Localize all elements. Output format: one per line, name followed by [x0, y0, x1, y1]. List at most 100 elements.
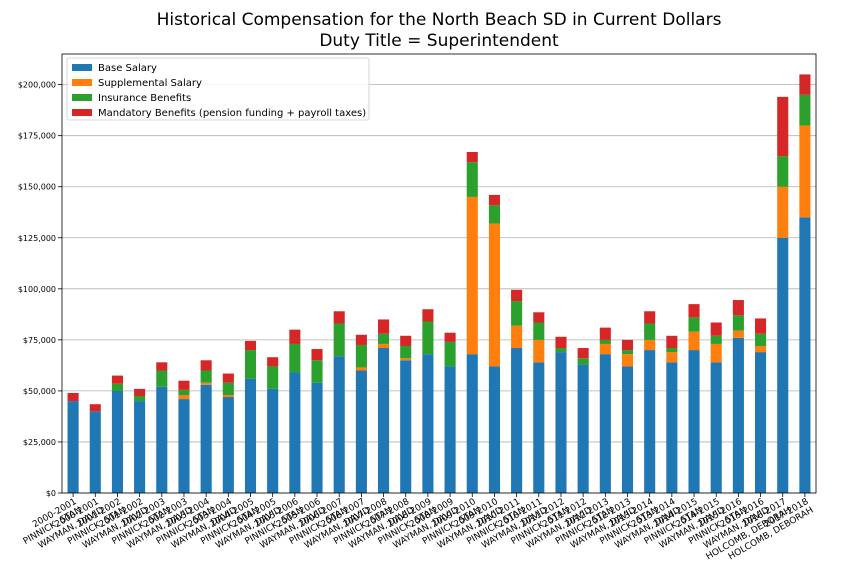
bar-segment — [533, 312, 545, 323]
bar-segment — [378, 333, 390, 344]
bar-segment — [688, 317, 700, 332]
bar-segment — [422, 354, 434, 493]
bar-segment — [178, 380, 190, 390]
y-tick-label: $75,000 — [23, 336, 56, 345]
bar-segment — [777, 186, 789, 238]
bar-segment — [688, 331, 700, 351]
bar-segment — [533, 339, 545, 363]
bar-segment — [466, 354, 478, 493]
bar-segment — [666, 335, 678, 349]
bar-segment — [511, 301, 523, 326]
bar-segment — [755, 333, 767, 346]
bar-segment — [599, 354, 611, 493]
legend-label: Supplemental Salary — [98, 78, 202, 89]
bar-segment — [178, 399, 190, 493]
bar-segment — [710, 322, 722, 336]
bar-segment — [444, 366, 456, 493]
bar-segment — [533, 362, 545, 493]
legend-label: Base Salary — [98, 63, 157, 74]
bar-segment — [111, 390, 123, 493]
bar-segment — [599, 339, 611, 344]
plot-frame — [61, 53, 817, 494]
bar-segment — [400, 358, 412, 361]
bar-segment — [488, 366, 500, 493]
bar-segment — [378, 348, 390, 493]
bar-segment — [244, 378, 257, 493]
bar-segment — [222, 373, 234, 383]
bar-segment — [488, 205, 500, 224]
bar-segment — [400, 345, 412, 359]
bar-segment — [244, 350, 257, 379]
bar-segment — [422, 321, 434, 355]
bar-segment — [355, 334, 367, 345]
bar-segment — [599, 343, 611, 355]
bar-segment — [621, 339, 634, 351]
bar-segment — [577, 364, 589, 493]
bar-segment — [156, 386, 168, 493]
bar-segment — [732, 337, 744, 493]
bar-segment — [710, 335, 722, 344]
bar-segment — [311, 349, 323, 361]
bar-segment — [621, 366, 634, 493]
bar-segment — [777, 237, 789, 493]
legend-swatch — [72, 79, 92, 86]
bar-segment — [222, 397, 234, 493]
bar-segment — [488, 194, 500, 206]
bar-segment — [555, 336, 567, 349]
legend-swatch — [72, 94, 92, 101]
bar-segment — [732, 315, 744, 331]
bar-segment — [333, 356, 345, 493]
bar-segment — [511, 289, 523, 302]
bar-segment — [134, 396, 146, 402]
bar-segment — [89, 404, 101, 412]
bar-segment — [156, 370, 168, 387]
bar-segment — [111, 375, 123, 384]
bar-segment — [599, 327, 611, 340]
y-tick-label: $125,000 — [18, 234, 56, 243]
bar-segment — [710, 343, 722, 363]
bar-segment — [134, 401, 146, 493]
bar-segment — [267, 366, 279, 389]
legend: Base Salary Supplemental Salary Insurance … — [66, 57, 370, 121]
bar-segment — [799, 217, 811, 494]
bar-segment — [289, 329, 301, 344]
bar-segment — [200, 382, 212, 385]
bar-segment — [444, 341, 456, 367]
bar-segment — [378, 319, 390, 334]
y-tick-label: $25,000 — [23, 438, 56, 447]
bar-segment — [799, 94, 811, 126]
bar-segment — [466, 162, 478, 197]
bar-segment — [222, 394, 234, 398]
bar-segment — [577, 358, 589, 365]
bar-segment — [311, 382, 323, 493]
y-tick-label: $0 — [46, 489, 56, 498]
bar-segment — [400, 335, 412, 346]
bar-segment — [644, 350, 656, 493]
y-axis: $0 $25,000 $50,000 $75,000 $100,000 $125,000 $… — [18, 81, 62, 498]
bar-segment — [267, 388, 279, 493]
bar-segment — [178, 394, 190, 400]
bar-segment — [755, 318, 767, 334]
bar-segment — [355, 344, 367, 368]
bar-segment — [799, 74, 811, 95]
bar-segment — [533, 322, 545, 340]
bar-segment — [621, 350, 634, 355]
legend-label: Mandatory Benefits (pension funding + pa… — [98, 108, 366, 119]
bar-segment — [400, 360, 412, 493]
bar-segment — [355, 367, 367, 371]
y-tick-label: $175,000 — [18, 132, 56, 141]
bar-segment — [644, 323, 656, 340]
bar-segment — [666, 348, 678, 353]
bar-segment — [178, 389, 190, 395]
bar-segment — [732, 330, 744, 338]
bar-segment — [555, 348, 567, 353]
bar-segment — [577, 348, 589, 359]
bar-segment — [267, 357, 279, 367]
bar-segment — [466, 152, 478, 163]
bar-segment — [710, 362, 722, 493]
bar-segment — [466, 196, 478, 355]
bar-segment — [244, 340, 257, 351]
bar-segment — [688, 304, 700, 318]
